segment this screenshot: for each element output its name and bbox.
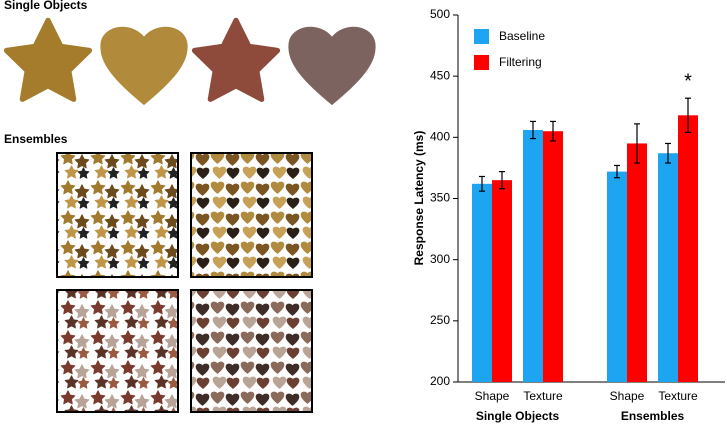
- y-tick-label: 350: [430, 191, 450, 205]
- panel-label: Single Objects: [4, 0, 88, 12]
- y-tick-label: 300: [430, 252, 450, 266]
- y-tick-label: 450: [430, 68, 450, 82]
- ensemble-image: [190, 152, 313, 278]
- bar: [607, 171, 627, 382]
- y-axis-label: Response Latency (ms): [412, 131, 426, 266]
- stimuli-panel: Single Objects Ensembles: [4, 0, 376, 413]
- bar: [523, 129, 543, 382]
- x-tick-label: Texture: [658, 389, 698, 403]
- legend-label: Baseline: [499, 29, 545, 43]
- ensemble-image: [56, 289, 179, 413]
- bar: [678, 115, 698, 383]
- bar: [472, 183, 492, 382]
- bar: [627, 143, 647, 382]
- legend-swatch: [474, 29, 489, 44]
- x-tick-label: Texture: [523, 389, 563, 403]
- legend-swatch: [474, 55, 489, 70]
- group-label: Ensembles: [621, 409, 685, 423]
- bar: [658, 153, 678, 382]
- group-label: Single Objects: [476, 409, 560, 423]
- x-tick-label: Shape: [610, 389, 645, 403]
- star-object: [7, 20, 90, 99]
- bar: [492, 180, 512, 382]
- bar-chart: Response Latency (ms) 200 250 300 350 400 450…: [412, 7, 725, 423]
- ensemble-image: [190, 289, 313, 413]
- x-tick-label: Shape: [475, 389, 510, 403]
- y-tick-label: 200: [430, 374, 450, 388]
- y-tick-label: 250: [430, 313, 450, 327]
- significance-marker: *: [684, 70, 692, 92]
- ensemble-image: [56, 152, 179, 278]
- panel-label: Ensembles: [4, 132, 68, 146]
- legend-label: Filtering: [499, 55, 542, 69]
- y-tick-label: 400: [430, 130, 450, 144]
- star-object: [195, 20, 278, 99]
- heart-object: [288, 26, 376, 106]
- bar: [543, 131, 563, 382]
- y-tick-label: 500: [430, 7, 450, 21]
- heart-object: [100, 26, 188, 106]
